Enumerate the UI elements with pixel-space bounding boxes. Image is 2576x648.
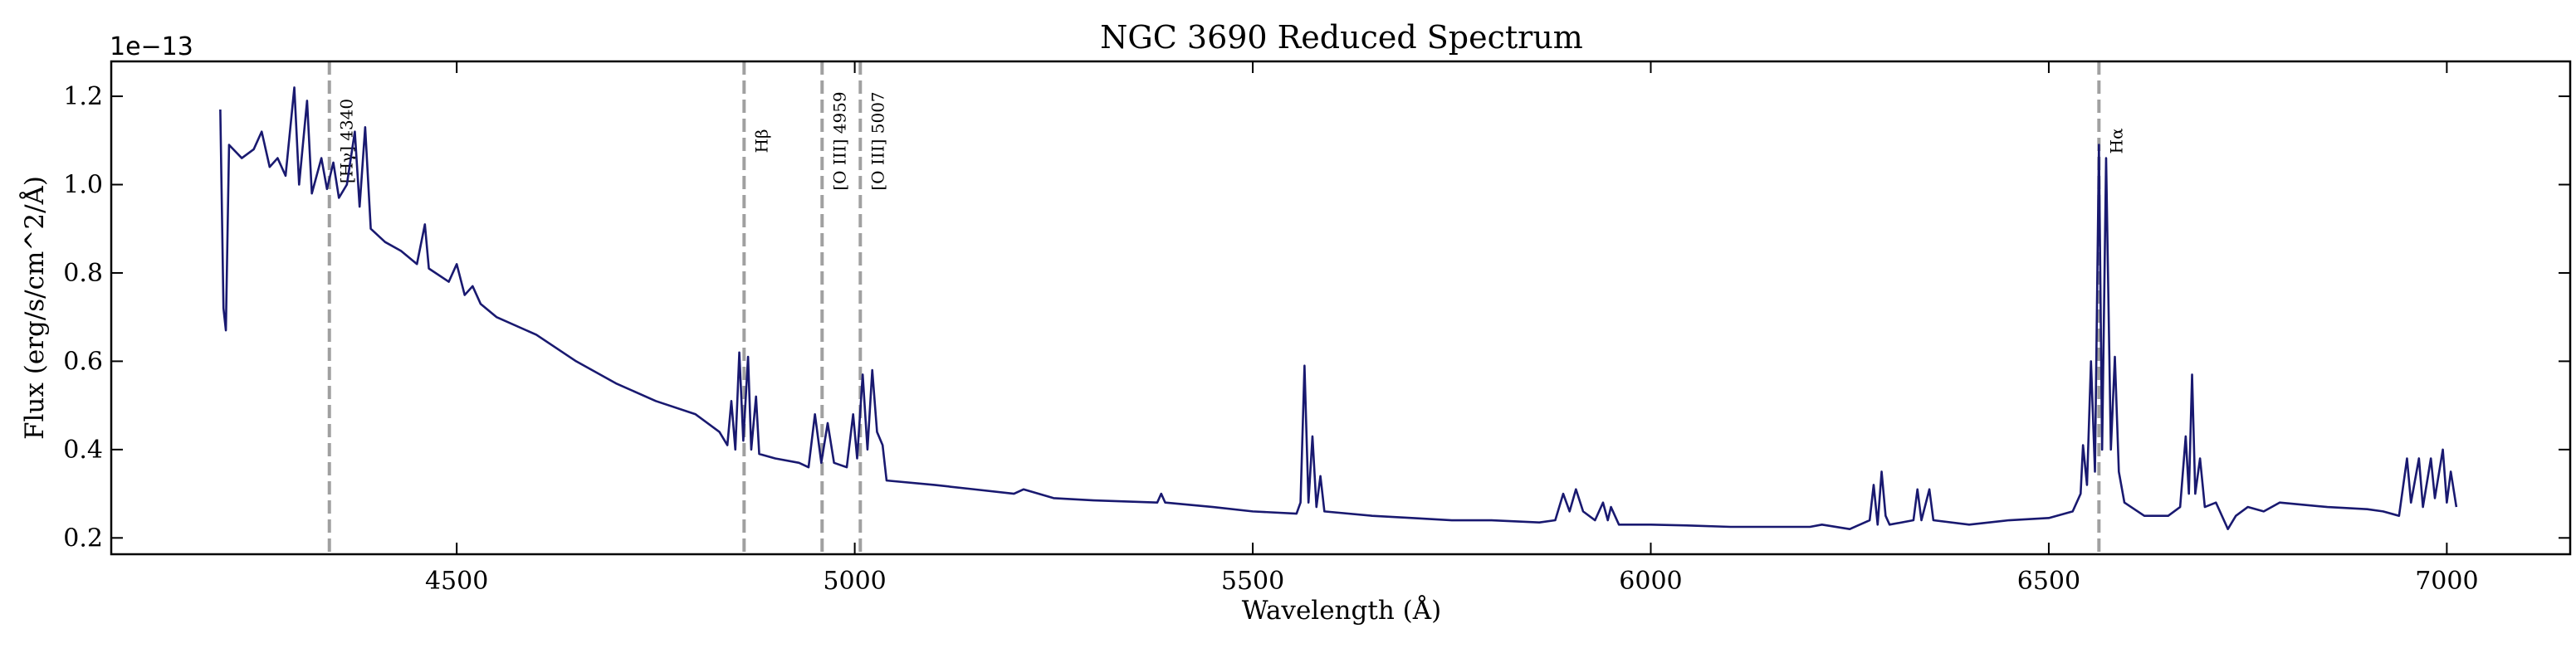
y-axis-label: Flux (erg/s/cm^2/Å) <box>18 176 50 440</box>
y-tick-label: 0.2 <box>63 524 103 553</box>
x-tick-label: 7000 <box>2415 567 2478 596</box>
y-tick-label: 1.2 <box>63 82 103 111</box>
x-tick-label: 5500 <box>1221 567 1284 596</box>
y-tick-label: 1.0 <box>63 171 103 200</box>
y-tick-label: 0.8 <box>63 259 103 288</box>
plot-frame <box>110 60 2572 556</box>
line-annotation: [O III] 5007 <box>868 91 887 190</box>
line-annotation: [O III] 4959 <box>829 91 849 190</box>
y-tick-label: 0.6 <box>63 347 103 376</box>
x-tick-label: 4500 <box>425 567 488 596</box>
x-tick-label: 6500 <box>2017 567 2080 596</box>
line-annotation: Hβ <box>751 129 771 153</box>
y-tick-label: 0.4 <box>63 436 103 465</box>
chart-title: NGC 3690 Reduced Spectrum <box>1100 19 1583 56</box>
spectrum-line <box>219 86 2458 530</box>
x-axis-label: Wavelength (Å) <box>1242 594 1441 626</box>
offset-text: 1e−13 <box>110 32 193 61</box>
line-annotation: Hα <box>2106 129 2126 154</box>
x-tick-label: 5000 <box>823 567 886 596</box>
x-tick-label: 6000 <box>1619 567 1682 596</box>
